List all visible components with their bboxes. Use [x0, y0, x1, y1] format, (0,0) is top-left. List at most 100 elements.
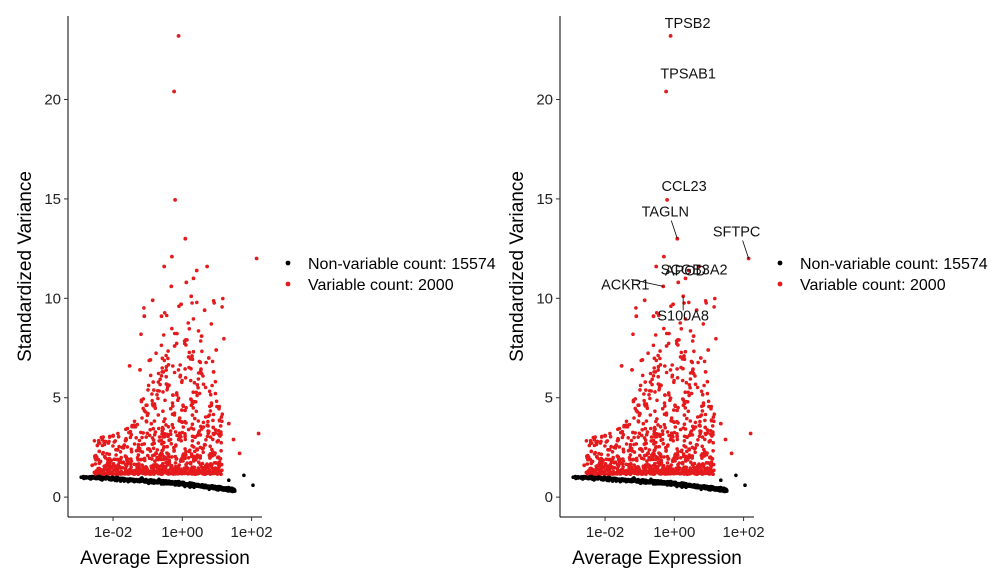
variable-point	[210, 449, 215, 454]
variable-point	[161, 448, 165, 452]
variable-point	[159, 438, 164, 443]
variable-point	[669, 416, 674, 420]
variable-point	[163, 398, 167, 403]
variable-point	[135, 455, 140, 460]
variable-point	[183, 434, 187, 439]
non-variable-point	[644, 478, 648, 482]
variable-point	[709, 460, 714, 464]
variable-point	[589, 449, 594, 454]
variable-point	[184, 449, 188, 454]
variable-point	[96, 441, 101, 446]
variable-point	[138, 469, 142, 474]
variable-point	[174, 341, 179, 346]
variable-point	[192, 380, 197, 385]
variable-point	[695, 468, 700, 472]
variable-point	[714, 336, 718, 341]
variable-point	[147, 358, 151, 363]
non-variable-point	[653, 478, 657, 483]
variable-point	[638, 388, 642, 392]
variable-point	[178, 467, 183, 471]
variable-point	[679, 449, 684, 454]
variable-point	[703, 418, 707, 423]
variable-point	[710, 424, 715, 428]
variable-point	[675, 437, 680, 442]
variable-point	[158, 467, 163, 472]
variable-point	[658, 349, 662, 353]
variable-point	[149, 421, 154, 426]
variable-point	[601, 471, 606, 475]
variable-point	[631, 430, 635, 435]
variable-point	[675, 236, 680, 241]
variable-point	[177, 416, 182, 420]
variable-point	[700, 456, 704, 460]
variable-point	[112, 468, 116, 472]
non-variable-point	[251, 483, 255, 488]
variable-point	[675, 376, 680, 380]
variable-point	[683, 317, 688, 321]
variable-point	[634, 314, 639, 319]
variable-point	[677, 461, 682, 465]
variable-point	[186, 427, 191, 432]
variable-point	[652, 471, 656, 476]
variable-point	[652, 366, 656, 370]
non-variable-points	[79, 473, 255, 494]
variable-point	[165, 471, 169, 476]
variable-point	[148, 373, 153, 378]
variable-point	[208, 444, 212, 449]
variable-point	[688, 466, 693, 470]
variable-point	[594, 464, 598, 469]
variable-point	[219, 449, 223, 453]
variable-point	[676, 467, 680, 471]
variable-point	[673, 425, 678, 429]
variable-point	[155, 448, 160, 452]
variable-point	[645, 406, 650, 411]
variable-point	[748, 431, 753, 436]
variable-point	[665, 198, 669, 202]
variable-point	[159, 374, 164, 378]
variable-point	[621, 457, 625, 461]
gene-label-sftpc: SFTPC	[713, 225, 761, 241]
variable-point	[196, 329, 201, 333]
variable-point	[683, 406, 688, 410]
variable-point	[158, 382, 162, 387]
variable-point	[688, 329, 693, 333]
variable-points	[582, 34, 753, 477]
gene-label-apod: APOD	[665, 263, 706, 279]
variable-point	[175, 433, 179, 438]
variable-point	[116, 434, 121, 439]
variable-point	[617, 457, 622, 461]
variable-point	[158, 377, 162, 382]
variable-point	[644, 388, 648, 392]
variable-point	[201, 382, 206, 387]
variable-point	[204, 360, 208, 365]
variable-point	[217, 418, 222, 422]
annotation-leader	[698, 264, 701, 267]
variable-point	[151, 426, 156, 431]
variable-point	[702, 359, 707, 364]
variable-point	[628, 453, 633, 457]
variable-point	[201, 450, 205, 455]
variable-point	[211, 299, 216, 303]
variable-point	[168, 406, 173, 411]
variable-point	[633, 397, 638, 401]
variable-point	[699, 413, 704, 417]
variable-point	[656, 313, 661, 318]
variable-point	[634, 442, 639, 446]
variable-point	[686, 268, 691, 273]
variable-point	[685, 455, 689, 460]
variable-point	[114, 453, 118, 457]
variable-point	[673, 452, 678, 456]
variable-point	[174, 456, 179, 461]
variable-point	[604, 468, 608, 472]
variable-point	[198, 462, 203, 467]
variable-point	[157, 426, 161, 431]
variable-point	[627, 462, 631, 467]
variable-point	[220, 305, 224, 309]
variable-point	[190, 401, 195, 406]
variable-point	[676, 343, 680, 347]
variable-point	[662, 455, 666, 459]
variable-point	[183, 437, 188, 442]
variable-point	[683, 390, 687, 395]
non-variable-point	[211, 486, 215, 490]
variable-point	[196, 441, 201, 445]
